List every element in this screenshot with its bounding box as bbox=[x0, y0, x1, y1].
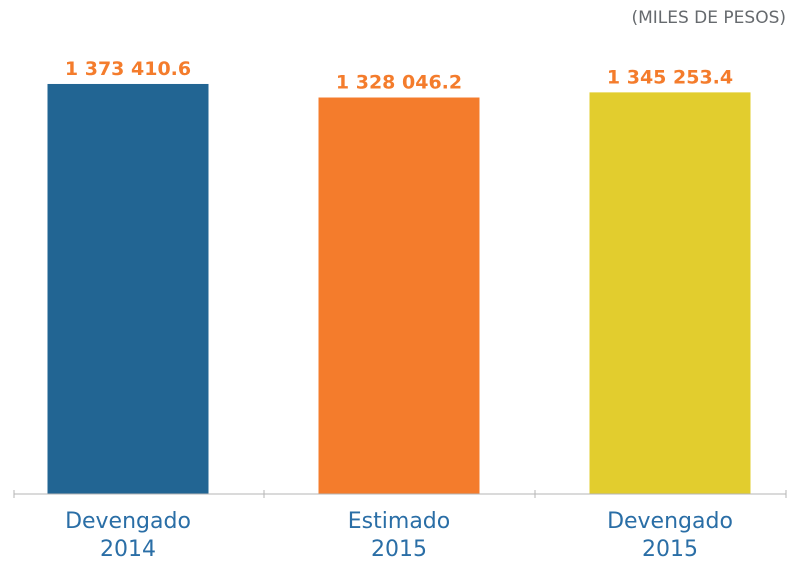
units-label: (MILES DE PESOS) bbox=[631, 8, 786, 28]
category-label-2-line-2: 2015 bbox=[371, 537, 427, 562]
bar-1 bbox=[47, 83, 209, 494]
bar-3 bbox=[589, 92, 751, 494]
category-label-1-line-1: Devengado bbox=[65, 509, 191, 534]
bar-2 bbox=[318, 97, 480, 495]
category-label-3-line-1: Devengado bbox=[607, 509, 733, 534]
category-label-1-line-2: 2014 bbox=[100, 537, 156, 562]
value-label-3: 1 345 253.4 bbox=[607, 66, 733, 88]
value-label-2: 1 328 046.2 bbox=[336, 72, 462, 94]
value-label-1: 1 373 410.6 bbox=[65, 58, 191, 80]
category-label-3-line-2: 2015 bbox=[642, 537, 698, 562]
category-label-2-line-1: Estimado bbox=[348, 509, 450, 534]
